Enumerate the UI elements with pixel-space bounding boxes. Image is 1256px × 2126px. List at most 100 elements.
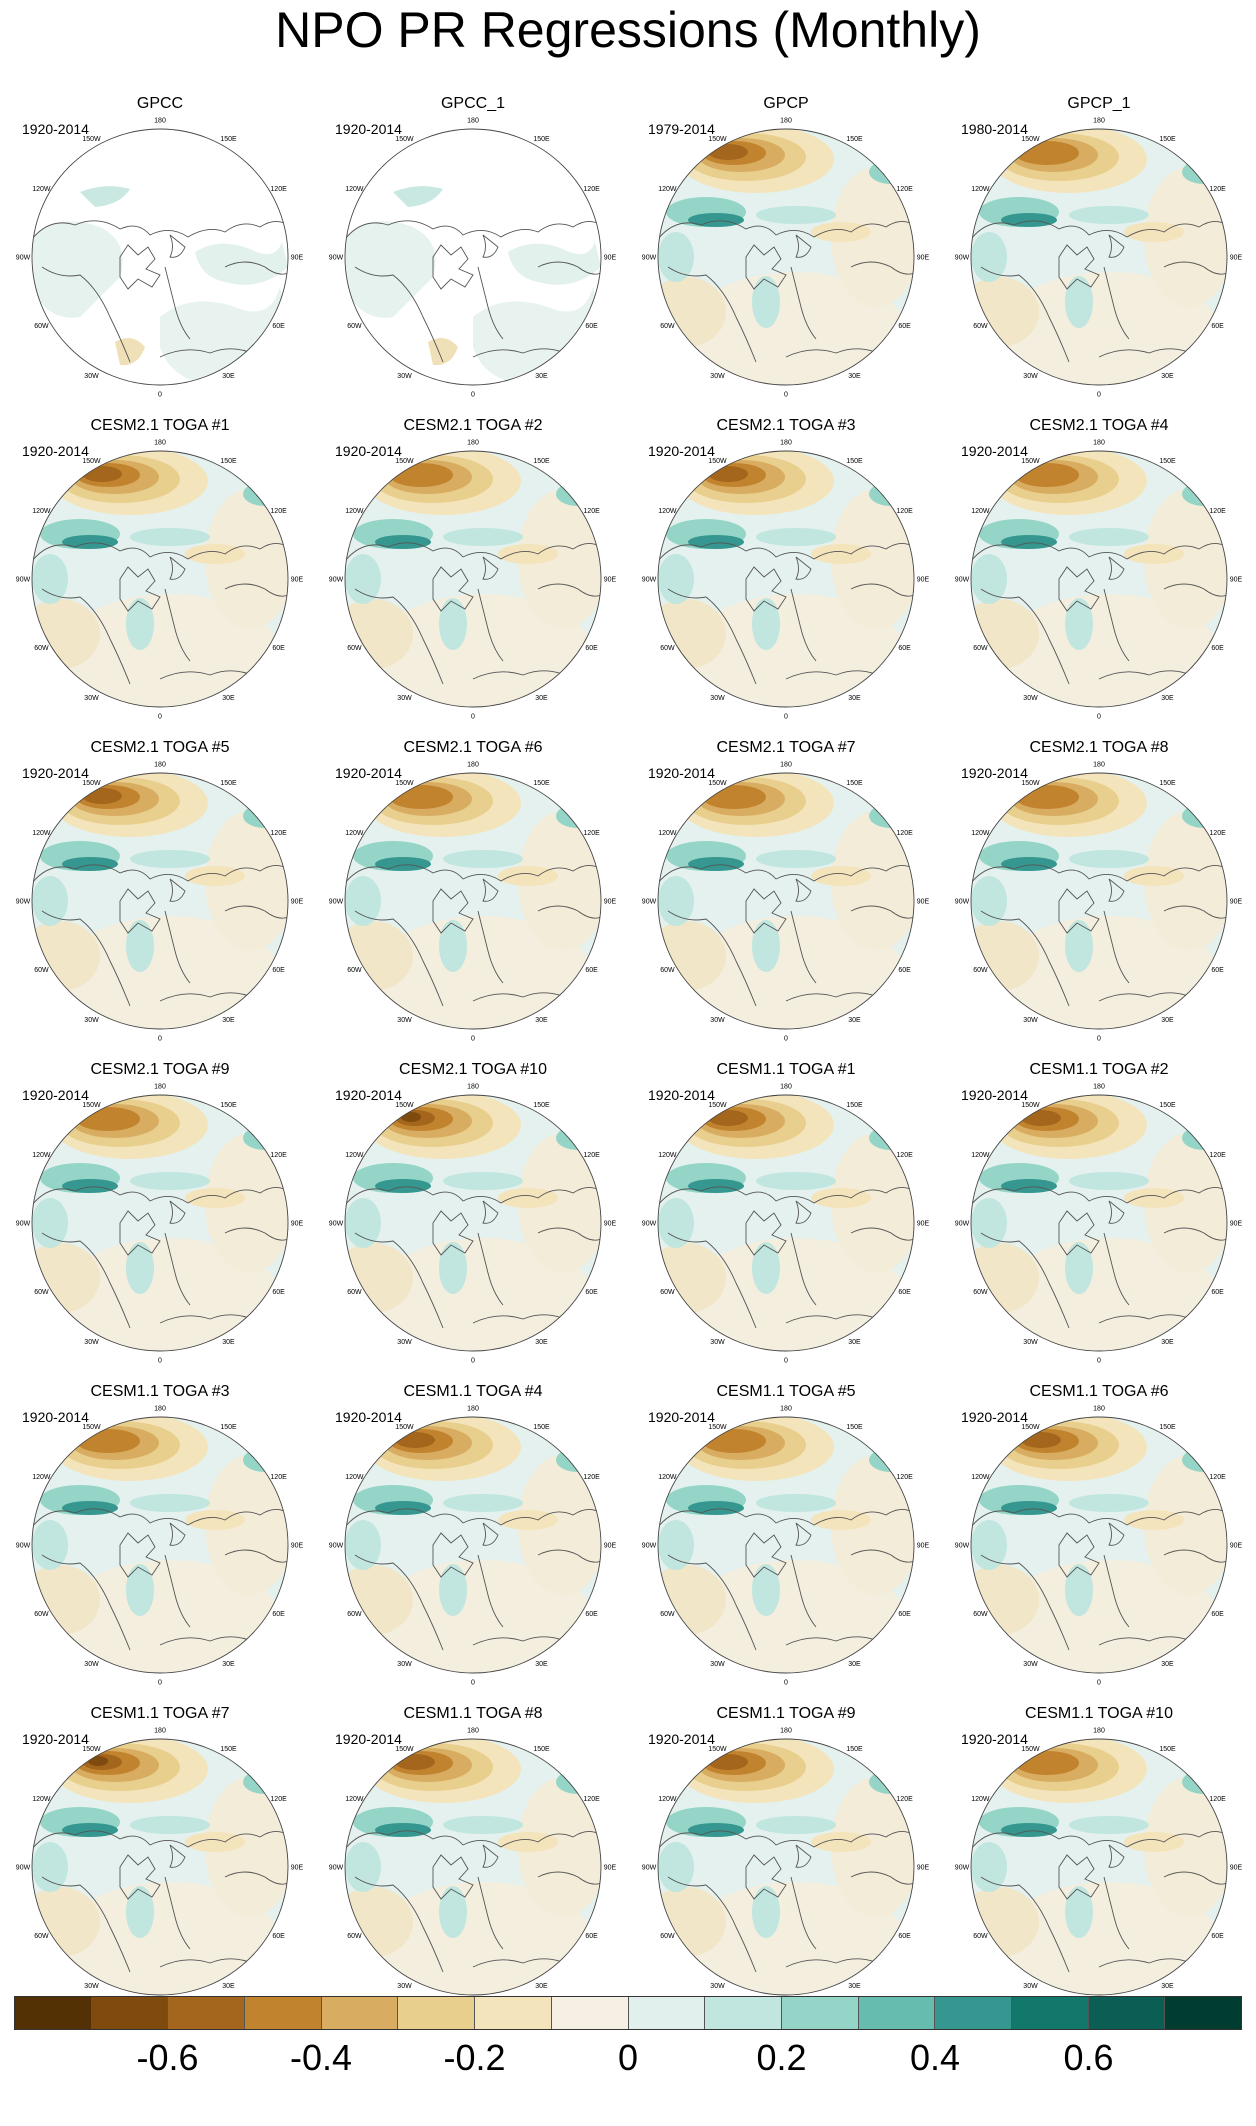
longitude-label: 30E xyxy=(535,1339,548,1346)
longitude-label: 180 xyxy=(1093,1084,1105,1091)
longitude-label: 60W xyxy=(347,645,362,652)
longitude-label: 150E xyxy=(846,1424,863,1431)
longitude-label: 90E xyxy=(917,577,930,584)
longitude-label: 90E xyxy=(604,899,617,906)
longitude-label: 150W xyxy=(708,136,727,143)
longitude-label: 120E xyxy=(270,1796,287,1803)
longitude-label: 30E xyxy=(535,1017,548,1024)
longitude-label: 0 xyxy=(158,714,162,721)
longitude-label: 30W xyxy=(84,1661,99,1668)
longitude-label: 120E xyxy=(896,1152,913,1159)
longitude-label: 150W xyxy=(82,1424,101,1431)
longitude-label: 120E xyxy=(1209,508,1226,515)
longitude-label: 0 xyxy=(784,1358,788,1365)
longitude-label: 60E xyxy=(898,1611,911,1618)
longitude-label: 30E xyxy=(848,695,861,702)
longitude-label: 30W xyxy=(84,1017,99,1024)
longitude-label: 180 xyxy=(780,118,792,125)
longitude-label: 60E xyxy=(272,323,285,330)
panel-period: 1920-2014 xyxy=(335,121,402,137)
panel-title: CESM2.1 TOGA #8 xyxy=(1029,739,1169,756)
longitude-label: 120W xyxy=(345,830,364,837)
longitude-label: 30W xyxy=(1023,1339,1038,1346)
panel-period: 1920-2014 xyxy=(648,1731,715,1747)
longitude-label: 180 xyxy=(1093,1406,1105,1413)
panel-period: 1920-2014 xyxy=(961,1409,1028,1425)
longitude-label: 30W xyxy=(710,373,725,380)
longitude-label: 90W xyxy=(329,255,344,262)
longitude-label: 0 xyxy=(471,1036,475,1043)
longitude-label: 120E xyxy=(1209,1796,1226,1803)
longitude-label: 30E xyxy=(848,1017,861,1024)
longitude-label: 120W xyxy=(32,1152,51,1159)
panel-period: 1920-2014 xyxy=(22,443,89,459)
longitude-label: 0 xyxy=(1097,392,1101,399)
longitude-label: 90E xyxy=(1230,255,1243,262)
longitude-label: 60W xyxy=(34,323,49,330)
colorbar-box xyxy=(551,1997,629,2029)
panel-title: GPCP_1 xyxy=(1067,95,1131,112)
longitude-label: 90E xyxy=(604,1543,617,1550)
longitude-label: 30W xyxy=(1023,373,1038,380)
longitude-label: 30E xyxy=(848,1339,861,1346)
longitude-label: 150W xyxy=(82,136,101,143)
longitude-label: 150E xyxy=(846,1102,863,1109)
longitude-label: 60E xyxy=(585,1933,598,1940)
panel-title: CESM2.1 TOGA #2 xyxy=(403,417,543,434)
map-panel: GPCC_1 1920-2014 180 150E 120E 90E 60E 30E 0 30W 6… xyxy=(323,95,623,399)
longitude-label: 60E xyxy=(1211,1289,1224,1296)
longitude-label: 120E xyxy=(270,1152,287,1159)
longitude-label: 90W xyxy=(642,1221,657,1228)
longitude-label: 60W xyxy=(973,645,988,652)
longitude-label: 60E xyxy=(585,323,598,330)
longitude-label: 120E xyxy=(896,508,913,515)
longitude-label: 180 xyxy=(1093,1728,1105,1735)
longitude-label: 90E xyxy=(1230,1221,1243,1228)
panel-title: GPCP xyxy=(763,95,809,112)
colorbar-box xyxy=(475,1997,552,2029)
longitude-label: 180 xyxy=(467,118,479,125)
longitude-label: 90E xyxy=(917,255,930,262)
colorbar xyxy=(14,1996,1242,2030)
longitude-label: 60E xyxy=(1211,1933,1224,1940)
longitude-label: 150W xyxy=(1021,780,1040,787)
longitude-label: 60E xyxy=(898,1289,911,1296)
longitude-label: 120E xyxy=(583,1152,600,1159)
longitude-label: 30E xyxy=(848,373,861,380)
longitude-label: 30E xyxy=(1161,1339,1174,1346)
longitude-label: 30E xyxy=(535,373,548,380)
longitude-label: 90E xyxy=(1230,899,1243,906)
longitude-label: 180 xyxy=(154,118,166,125)
colorbar-label: 0.4 xyxy=(909,2037,961,2078)
longitude-label: 0 xyxy=(471,714,475,721)
longitude-label: 90W xyxy=(16,1865,31,1872)
longitude-label: 60E xyxy=(272,1933,285,1940)
colorbar-box xyxy=(1011,1997,1089,2029)
longitude-label: 90E xyxy=(917,1221,930,1228)
colorbar-labels: -0.6 -0.4 -0.2 0 0.2 0.4 0.6 xyxy=(14,2036,1242,2086)
longitude-label: 90E xyxy=(604,255,617,262)
longitude-label: 30W xyxy=(710,1661,725,1668)
longitude-label: 120W xyxy=(971,1474,990,1481)
panel-period: 1980-2014 xyxy=(961,121,1028,137)
panel-period: 1920-2014 xyxy=(961,1087,1028,1103)
longitude-label: 90W xyxy=(642,1543,657,1550)
colorbar-box xyxy=(91,1997,169,2029)
longitude-label: 150E xyxy=(846,1746,863,1753)
panel-period: 1920-2014 xyxy=(22,1409,89,1425)
longitude-label: 180 xyxy=(780,440,792,447)
longitude-label: 90E xyxy=(917,1865,930,1872)
longitude-label: 0 xyxy=(784,1036,788,1043)
longitude-label: 90E xyxy=(1230,577,1243,584)
longitude-label: 60E xyxy=(585,1611,598,1618)
panel-title: GPCC xyxy=(136,95,184,112)
colorbar-box xyxy=(168,1997,246,2029)
colorbar-label: -0.4 xyxy=(289,2037,353,2078)
panel-title: CESM1.1 TOGA #7 xyxy=(90,1705,230,1722)
longitude-label: 150E xyxy=(1159,780,1176,787)
